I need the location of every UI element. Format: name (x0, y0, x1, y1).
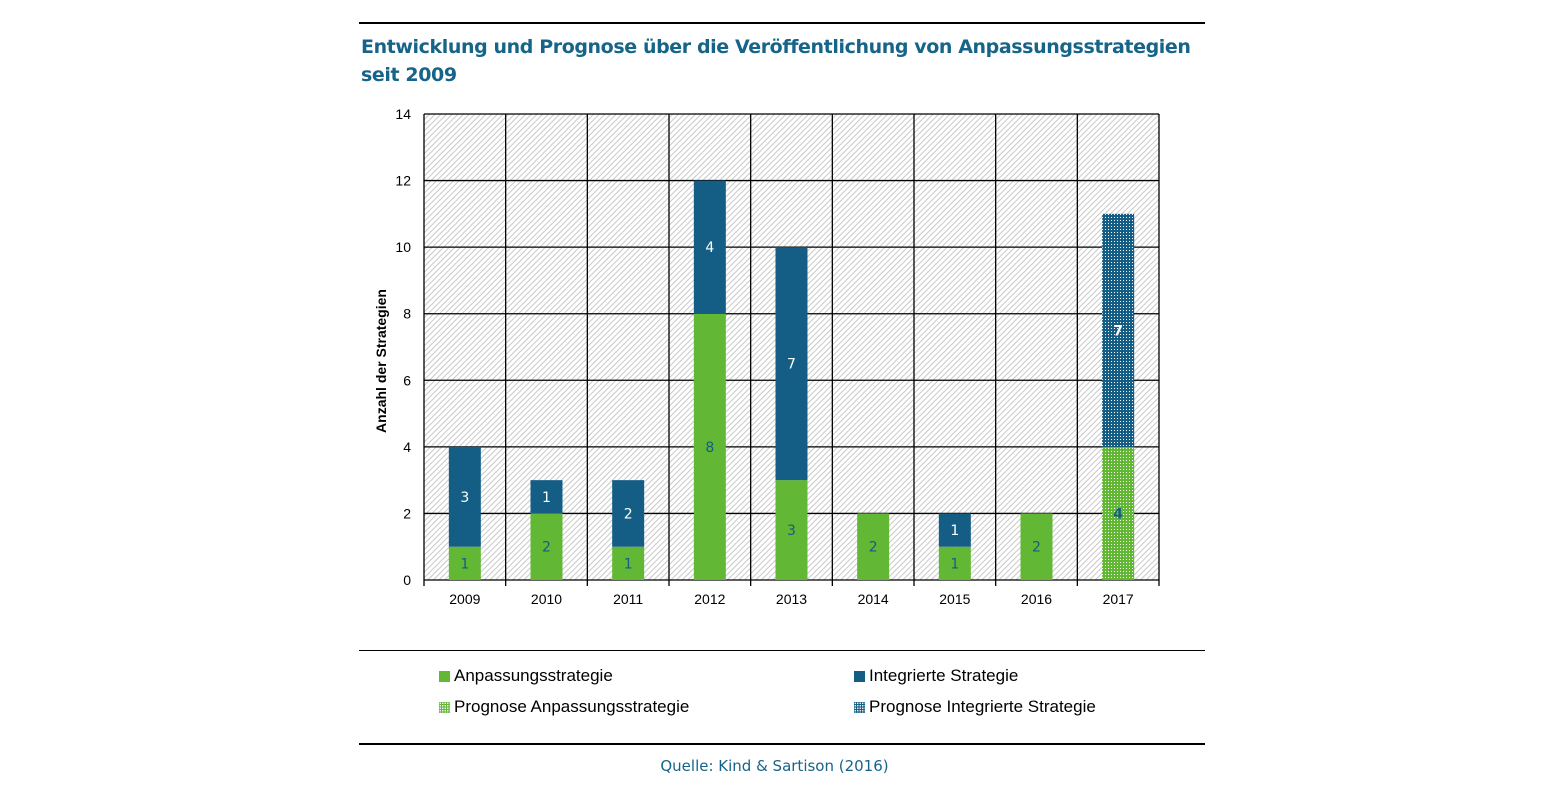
y-tick-label: 12 (395, 173, 411, 189)
data-label: 1 (950, 556, 959, 572)
x-tick-label: 2009 (449, 591, 480, 607)
bar-integrierte-strategie (938, 513, 971, 547)
bar-anpassungsstrategie (857, 513, 890, 580)
data-label: 1 (460, 556, 469, 572)
legend-label: Prognose Integrierte Strategie (869, 697, 1096, 716)
bar-integrierte-strategie (448, 446, 481, 547)
data-label: 1 (624, 556, 633, 572)
y-tick-label: 0 (403, 572, 411, 588)
y-axis-label: Anzahl der Strategien (373, 289, 389, 433)
legend-item-prognose-anpassungsstrategie: Prognose Anpassungsstrategie (439, 697, 689, 717)
legend-item-prognose-integrierte-strategie: Prognose Integrierte Strategie (854, 697, 1096, 717)
chart-title: Entwicklung und Prognose über die Veröff… (361, 36, 1191, 86)
data-label: 2 (542, 540, 551, 556)
bar-anpassungsstrategie (938, 546, 971, 580)
y-tick-label: 6 (403, 372, 411, 388)
data-label: 3 (787, 523, 796, 539)
legend-top-rule (359, 650, 1205, 651)
x-tick-label: 2016 (1021, 591, 1052, 607)
x-tick-label: 2015 (939, 591, 970, 607)
legend-label: Integrierte Strategie (869, 666, 1019, 685)
y-tick-label: 10 (395, 239, 411, 255)
data-label: 2 (624, 506, 633, 522)
data-label: 4 (705, 240, 714, 256)
legend-swatch-blue-solid (854, 670, 865, 682)
y-tick-label: 8 (403, 306, 411, 322)
x-tick-label: 2011 (613, 591, 643, 607)
bar-integrierte-strategie (775, 247, 808, 481)
data-label: 1 (542, 490, 551, 506)
data-label: 2 (1032, 540, 1041, 556)
bar-integrierte-strategie (612, 480, 645, 547)
bar-anpassungsstrategie (448, 546, 481, 580)
y-tick-label: 4 (403, 439, 411, 455)
data-label: 4 (1113, 506, 1123, 522)
data-label: 8 (705, 440, 714, 456)
legend-bottom-rule (359, 743, 1205, 745)
legend-swatch-green-solid (439, 670, 450, 682)
x-tick-label: 2012 (694, 591, 725, 607)
data-label: 3 (460, 490, 469, 506)
data-label: 2 (869, 540, 878, 556)
bar-anpassungsstrategie (612, 546, 645, 580)
x-tick-label: 2013 (776, 591, 807, 607)
data-label: 1 (950, 523, 959, 539)
bar-integrierte-strategie (530, 480, 563, 514)
x-tick-label: 2017 (1103, 591, 1134, 607)
legend-item-integrierte-strategie: Integrierte Strategie (854, 666, 1018, 686)
bar-prognose-anpassungsstrategie (1102, 446, 1135, 580)
data-label: 7 (787, 357, 796, 373)
y-tick-label: 14 (395, 106, 411, 122)
bar-anpassungsstrategie (1020, 513, 1053, 580)
x-tick-label: 2010 (531, 591, 562, 607)
bar-prognose-integrierte-strategie (1102, 213, 1135, 447)
legend-item-anpassungsstrategie: Anpassungsstrategie (439, 666, 613, 686)
top-rule (359, 22, 1205, 24)
legend-label: Anpassungsstrategie (454, 666, 613, 685)
y-tick-label: 2 (403, 505, 411, 521)
legend-swatch-blue-dotted (854, 701, 865, 713)
legend-label: Prognose Anpassungsstrategie (454, 697, 690, 716)
bar-anpassungsstrategie (693, 313, 726, 580)
bar-anpassungsstrategie (775, 480, 808, 580)
x-tick-label: 2014 (858, 591, 889, 607)
bar-anpassungsstrategie (530, 513, 563, 580)
legend-swatch-green-dotted (439, 701, 450, 713)
bar-integrierte-strategie (693, 180, 726, 314)
source-note: Quelle: Kind & Sartison (2016) (660, 757, 889, 775)
data-label: 7 (1113, 323, 1123, 339)
